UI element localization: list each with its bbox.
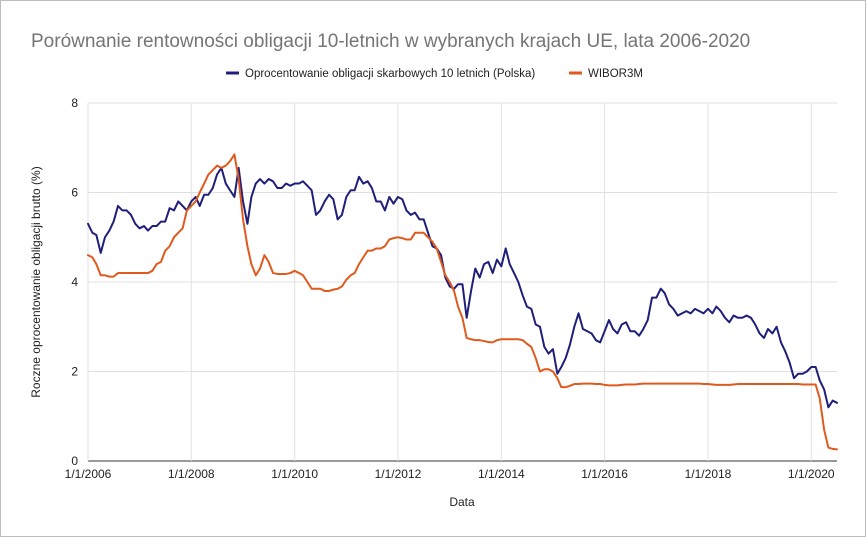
x-axis-ticks: 1/1/2006 1/1/2008 1/1/2010 1/1/2012 1/1/2014… — [65, 467, 835, 481]
y-tick-label: 2 — [71, 365, 78, 379]
y-tick-label: 8 — [71, 96, 78, 110]
x-tick-label: 1/1/2008 — [168, 467, 215, 481]
legend-entry-series-2: WIBOR3M — [588, 68, 643, 80]
legend: Oprocentowanie obligacji skarbowych 10 l… — [226, 68, 643, 80]
x-tick-label: 1/1/2016 — [581, 467, 628, 481]
legend-entry-series-1: Oprocentowanie obligacji skarbowych 10 l… — [245, 68, 535, 80]
y-axis-ticks: 0 2 4 6 8 — [71, 96, 78, 468]
x-tick-label: 1/1/2018 — [685, 467, 732, 481]
x-tick-label: 1/1/2006 — [65, 467, 112, 481]
series-line-1 — [87, 166, 838, 409]
y-tick-label: 4 — [71, 275, 78, 289]
chart-title: Porównanie rentowności obligacji 10-letn… — [31, 31, 750, 52]
x-tick-label: 1/1/2014 — [478, 467, 525, 481]
x-tick-label: 1/1/2012 — [375, 467, 422, 481]
gridlines — [87, 102, 837, 462]
series-layer — [87, 153, 838, 451]
y-tick-label: 6 — [71, 186, 78, 200]
x-tick-label: 1/1/2020 — [788, 467, 835, 481]
series-line-2 — [87, 153, 838, 451]
y-axis-label: Roczne oprocentowanie obligacji brutto (… — [29, 166, 43, 397]
x-axis-label: Data — [449, 495, 475, 509]
y-tick-label: 0 — [71, 454, 78, 468]
x-tick-label: 1/1/2010 — [271, 467, 318, 481]
